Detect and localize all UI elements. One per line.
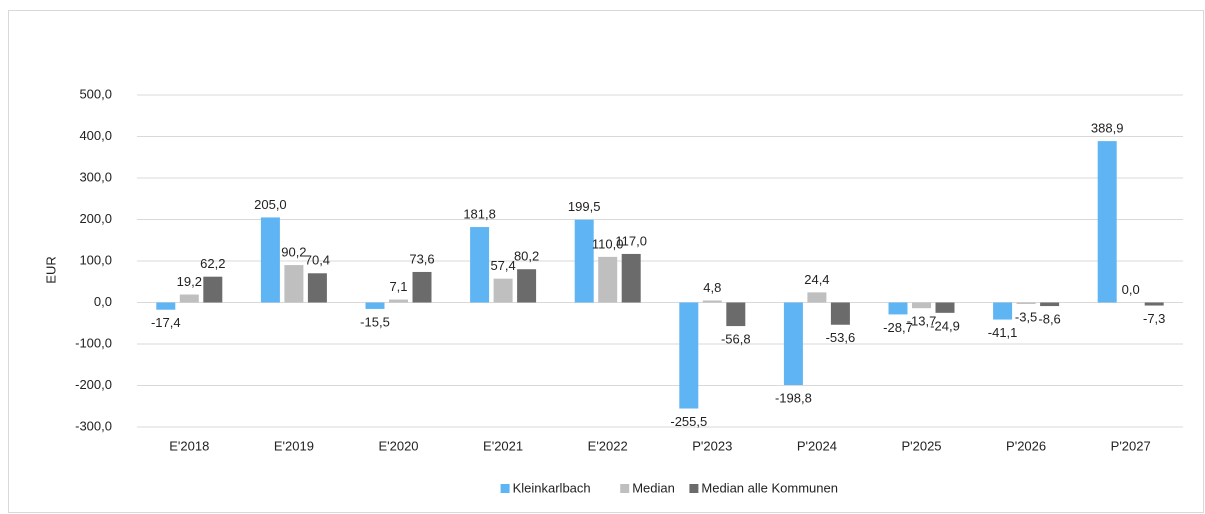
data-label: 24,4	[804, 272, 829, 287]
data-label: 62,2	[200, 256, 225, 271]
data-label: -56,8	[721, 332, 751, 347]
data-label: 205,0	[254, 197, 287, 212]
bar	[284, 265, 304, 303]
x-tick-label: P'2025	[901, 438, 941, 453]
y-tick-label: -300,0	[75, 418, 112, 433]
data-label: 0,0	[1122, 282, 1140, 297]
x-tick-label: E'2021	[483, 438, 523, 453]
chart-border	[8, 10, 1204, 513]
bar	[307, 273, 327, 303]
bar	[1097, 141, 1117, 303]
data-label: 73,6	[409, 251, 434, 266]
x-tick-label: P'2026	[1006, 438, 1046, 453]
bar	[598, 256, 618, 303]
legend-swatch	[500, 484, 510, 493]
bar	[493, 278, 513, 303]
bar	[807, 292, 827, 303]
y-tick-label: -100,0	[75, 335, 112, 350]
x-tick-label: E'2019	[274, 438, 314, 453]
data-label: 90,2	[281, 245, 306, 260]
x-tick-label: E'2018	[169, 438, 209, 453]
bar	[993, 302, 1013, 320]
data-label: -198,8	[775, 390, 812, 405]
data-label: 7,1	[389, 279, 407, 294]
data-label: -13,7	[907, 314, 937, 329]
data-label: 388,9	[1091, 121, 1124, 136]
bar	[888, 302, 908, 315]
bar	[702, 300, 722, 303]
legend-swatch	[620, 484, 630, 493]
data-label: -15,5	[360, 314, 390, 329]
y-tick-label: 200,0	[79, 211, 112, 226]
bar	[783, 302, 803, 386]
bar	[260, 217, 280, 303]
bar	[1144, 302, 1164, 306]
y-tick-label: -200,0	[75, 377, 112, 392]
y-tick-label: 100,0	[79, 252, 112, 267]
bar	[156, 302, 176, 310]
bar	[621, 253, 641, 303]
legend-label: Median alle Kommunen	[701, 480, 838, 495]
bar	[726, 302, 746, 327]
bar	[1016, 302, 1036, 304]
x-tick-label: P'2024	[797, 438, 837, 453]
data-label: -53,6	[826, 330, 856, 345]
data-label: -255,5	[670, 414, 707, 429]
y-axis-label: EUR	[43, 256, 58, 283]
bar	[365, 302, 385, 309]
bar	[830, 302, 850, 325]
data-label: 199,5	[568, 199, 601, 214]
bar	[679, 302, 699, 409]
bar	[389, 299, 408, 303]
x-tick-label: E'2020	[378, 438, 418, 453]
legend-label: Median	[632, 480, 675, 495]
y-tick-label: 0,0	[94, 294, 112, 309]
x-tick-label: E'2022	[588, 438, 628, 453]
x-tick-label: P'2027	[1111, 438, 1151, 453]
bar	[912, 302, 931, 309]
data-label: 80,2	[514, 249, 539, 264]
y-tick-label: 400,0	[79, 128, 112, 143]
y-tick-label: 500,0	[79, 86, 112, 101]
legend-label: Kleinkarlbach	[513, 480, 591, 495]
data-label: 110,0	[592, 236, 624, 251]
bar	[470, 227, 490, 303]
bar	[412, 271, 432, 303]
bar	[935, 302, 955, 313]
data-label: 181,8	[463, 206, 496, 221]
data-label: 4,8	[703, 280, 721, 295]
data-label: 70,4	[305, 253, 330, 268]
data-label: -41,1	[988, 325, 1018, 340]
data-label: -28,7	[883, 320, 913, 335]
data-label: -7,3	[1143, 311, 1165, 326]
y-tick-label: 300,0	[79, 169, 112, 184]
data-label: -8,6	[1038, 312, 1060, 327]
data-label: -24,9	[930, 318, 960, 333]
legend-swatch	[689, 484, 699, 493]
bar	[203, 276, 223, 303]
data-label: -3,5	[1015, 309, 1037, 324]
data-label: 57,4	[490, 258, 515, 273]
bar	[517, 269, 537, 303]
bar	[574, 219, 594, 303]
data-label: 19,2	[177, 274, 202, 289]
bar	[1040, 302, 1060, 307]
data-label: -17,4	[151, 315, 181, 330]
x-tick-label: P'2023	[692, 438, 732, 453]
bar	[179, 294, 199, 303]
data-label: 117,0	[615, 233, 647, 248]
